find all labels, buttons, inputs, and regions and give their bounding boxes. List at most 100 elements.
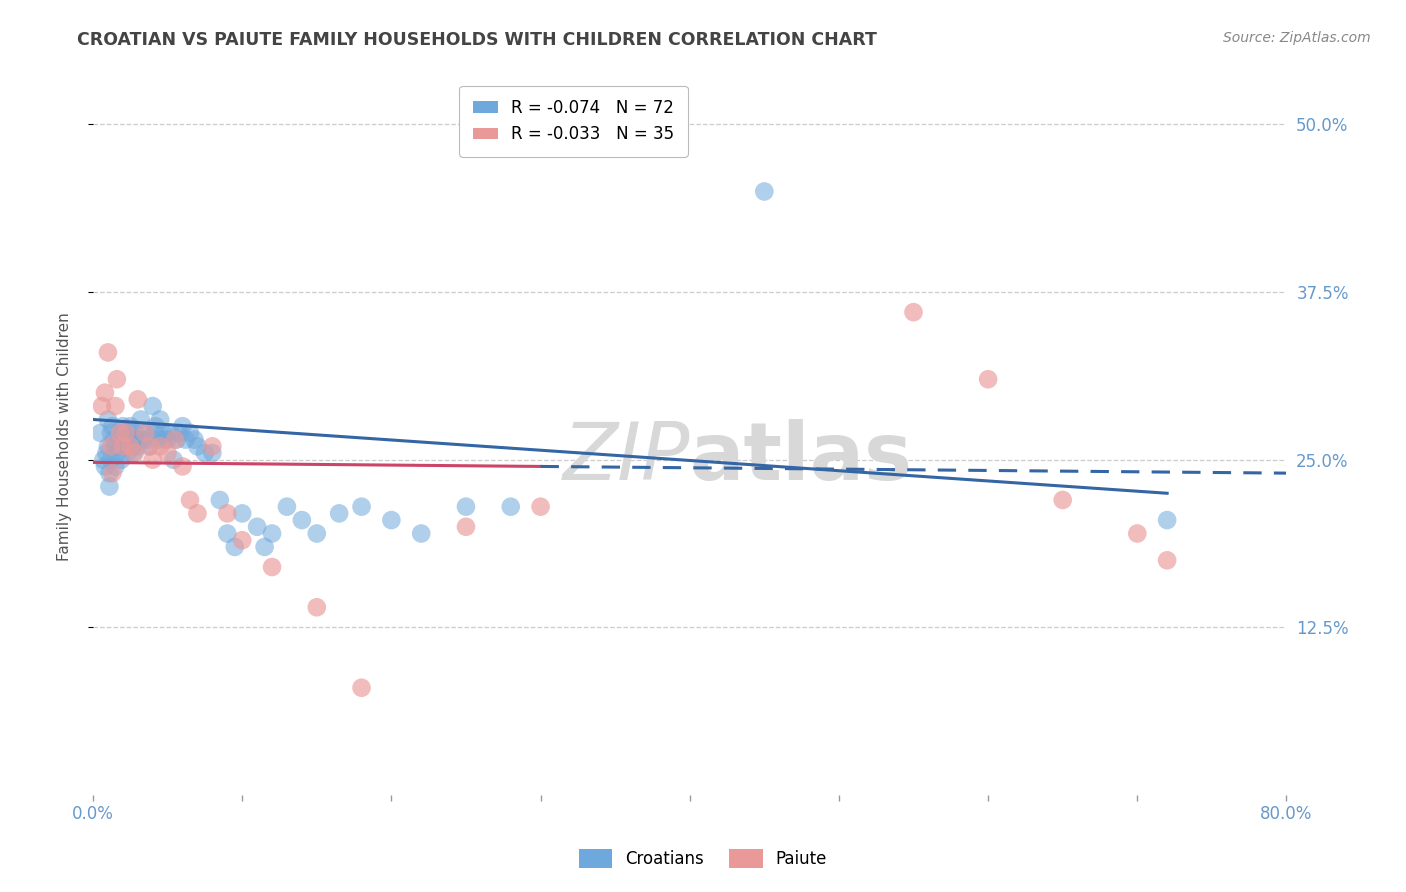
Text: atlas: atlas <box>690 418 912 497</box>
Point <box>159 425 181 440</box>
Point <box>134 425 156 440</box>
Point <box>179 492 201 507</box>
Point <box>179 425 201 440</box>
Point <box>103 433 125 447</box>
Point <box>328 507 350 521</box>
Point <box>454 500 477 514</box>
Point <box>172 419 194 434</box>
Point <box>350 681 373 695</box>
Point <box>110 452 132 467</box>
Point <box>142 399 165 413</box>
Text: CROATIAN VS PAIUTE FAMILY HOUSEHOLDS WITH CHILDREN CORRELATION CHART: CROATIAN VS PAIUTE FAMILY HOUSEHOLDS WIT… <box>77 31 877 49</box>
Point <box>118 425 141 440</box>
Point <box>380 513 402 527</box>
Point <box>454 520 477 534</box>
Text: Source: ZipAtlas.com: Source: ZipAtlas.com <box>1223 31 1371 45</box>
Point <box>231 507 253 521</box>
Point <box>134 425 156 440</box>
Point <box>107 425 129 440</box>
Point <box>120 433 142 447</box>
Point <box>194 446 217 460</box>
Point <box>94 459 117 474</box>
Point <box>156 433 179 447</box>
Point <box>104 399 127 413</box>
Point <box>94 385 117 400</box>
Point <box>172 459 194 474</box>
Point <box>224 540 246 554</box>
Point <box>138 439 160 453</box>
Point <box>100 452 122 467</box>
Point <box>529 500 551 514</box>
Point <box>97 345 120 359</box>
Point <box>131 433 153 447</box>
Point <box>127 392 149 407</box>
Point <box>1156 553 1178 567</box>
Point <box>152 425 174 440</box>
Point <box>231 533 253 548</box>
Point <box>111 419 134 434</box>
Point <box>100 439 122 453</box>
Point <box>142 452 165 467</box>
Point <box>121 439 143 453</box>
Point <box>201 446 224 460</box>
Point <box>91 399 114 413</box>
Point <box>105 372 128 386</box>
Point <box>112 433 135 447</box>
Point <box>135 433 157 447</box>
Point <box>98 466 121 480</box>
Point <box>174 433 197 447</box>
Point <box>186 439 208 453</box>
Point <box>89 425 111 440</box>
Point <box>122 446 145 460</box>
Point <box>149 439 172 453</box>
Point <box>253 540 276 554</box>
Point <box>145 419 167 434</box>
Point <box>165 433 187 447</box>
Point <box>108 425 131 440</box>
Point <box>100 425 122 440</box>
Point <box>350 500 373 514</box>
Point <box>153 433 176 447</box>
Point <box>305 526 328 541</box>
Point <box>124 425 146 440</box>
Point <box>208 492 231 507</box>
Point <box>977 372 1000 386</box>
Point <box>186 507 208 521</box>
Point <box>156 446 179 460</box>
Point <box>124 446 146 460</box>
Point <box>201 439 224 453</box>
Point <box>108 439 131 453</box>
Point <box>903 305 925 319</box>
Point <box>166 433 188 447</box>
Point <box>291 513 314 527</box>
Legend: R = -0.074   N = 72, R = -0.033   N = 35: R = -0.074 N = 72, R = -0.033 N = 35 <box>460 86 688 157</box>
Point <box>499 500 522 514</box>
Point <box>246 520 269 534</box>
Point <box>129 412 152 426</box>
Point <box>169 425 191 440</box>
Point <box>217 507 239 521</box>
Point <box>120 419 142 434</box>
Point <box>105 446 128 460</box>
Point <box>127 439 149 453</box>
Legend: Croatians, Paiute: Croatians, Paiute <box>572 842 834 875</box>
Point <box>111 439 134 453</box>
Point <box>183 433 205 447</box>
Point <box>101 419 124 434</box>
Point <box>114 425 136 440</box>
Point <box>260 560 283 574</box>
Point <box>125 433 148 447</box>
Point <box>104 459 127 474</box>
Point <box>117 446 139 460</box>
Point <box>162 452 184 467</box>
Point <box>98 479 121 493</box>
Point <box>276 500 298 514</box>
Point <box>149 412 172 426</box>
Point <box>114 439 136 453</box>
Point <box>97 439 120 453</box>
Point <box>104 439 127 453</box>
Point <box>411 526 433 541</box>
Point <box>260 526 283 541</box>
Point <box>93 452 115 467</box>
Y-axis label: Family Households with Children: Family Households with Children <box>58 312 72 561</box>
